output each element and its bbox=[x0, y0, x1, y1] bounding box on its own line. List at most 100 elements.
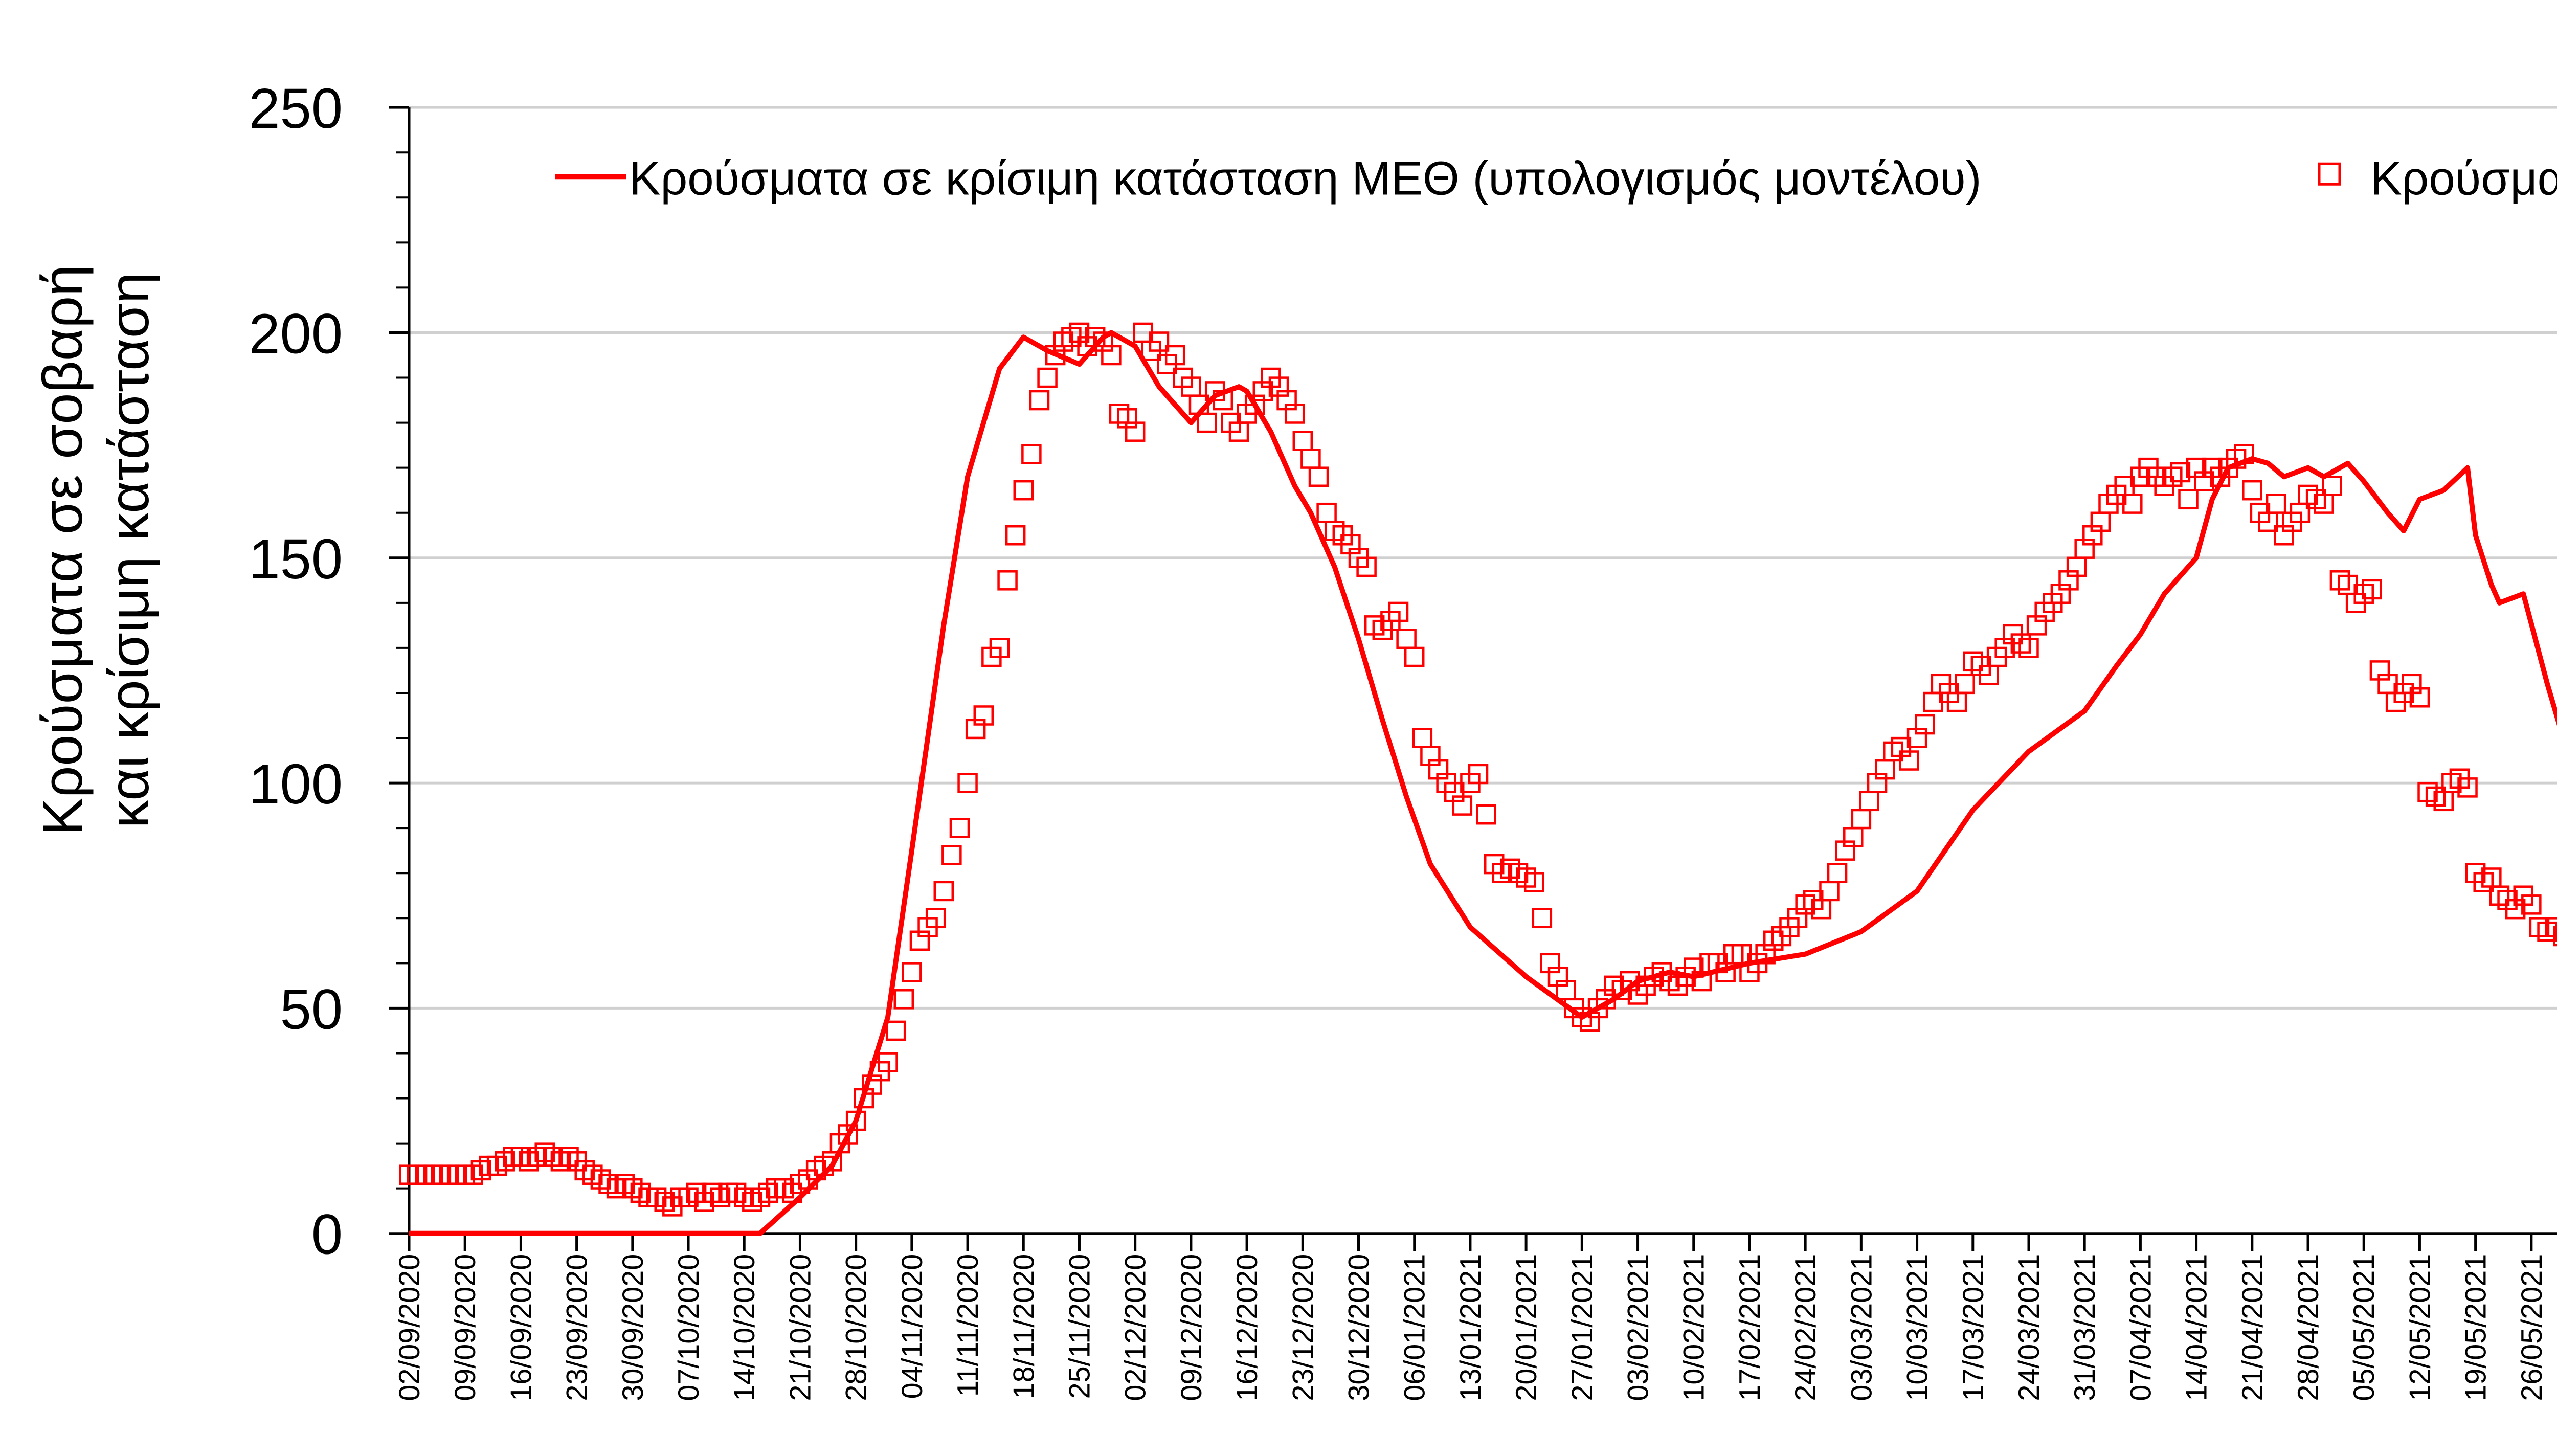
x-tick-label: 16/09/2020 bbox=[505, 1254, 537, 1401]
observed-point-marker bbox=[925, 908, 946, 929]
observed-point-marker bbox=[2018, 638, 2039, 658]
observed-point-marker bbox=[1037, 367, 1058, 388]
x-tick-label: 30/12/2020 bbox=[1343, 1254, 1376, 1401]
observed-point-marker bbox=[1388, 601, 1409, 622]
x-tick-label: 26/05/2021 bbox=[2516, 1254, 2548, 1401]
x-tick-label: 04/11/2020 bbox=[896, 1254, 929, 1399]
observed-point-marker bbox=[1197, 412, 1217, 433]
observed-point-marker bbox=[1101, 345, 1122, 366]
observed-point-marker bbox=[1029, 390, 1050, 411]
x-tick-label: 03/02/2021 bbox=[1622, 1254, 1655, 1401]
x-tick-label: 20/01/2021 bbox=[1510, 1254, 1543, 1401]
observed-point-marker bbox=[1899, 750, 1919, 771]
observed-point-marker bbox=[957, 773, 978, 793]
x-tick-label: 23/12/2020 bbox=[1287, 1254, 1319, 1401]
x-tick-label: 06/01/2021 bbox=[1399, 1254, 1431, 1401]
observed-point-marker bbox=[1404, 646, 1425, 667]
x-tick-label: 31/03/2021 bbox=[2069, 1254, 2101, 1401]
y-tick-label: 100 bbox=[249, 753, 343, 816]
observed-point-marker bbox=[1164, 345, 1185, 366]
observed-point-marker bbox=[933, 881, 954, 902]
x-tick-label: 17/03/2021 bbox=[1957, 1254, 1990, 1401]
y-tick-label: 200 bbox=[249, 302, 343, 365]
observed-point-marker bbox=[902, 962, 922, 982]
y-tick-label: 0 bbox=[311, 1203, 343, 1266]
model-line bbox=[409, 330, 2557, 1236]
observed-point-marker bbox=[973, 705, 994, 726]
observed-point-marker bbox=[845, 1110, 866, 1131]
legend: Κρούσματα σε κρίσιμη κατάσταση ΜΕΘ (υπολ… bbox=[555, 151, 2557, 205]
x-tick-label: 05/05/2021 bbox=[2348, 1254, 2381, 1401]
x-tick-label: 07/10/2020 bbox=[672, 1254, 705, 1401]
x-tick-label: 12/05/2021 bbox=[2404, 1254, 2436, 1401]
observed-point-marker bbox=[2457, 777, 2478, 798]
x-tick-label: 27/01/2021 bbox=[1566, 1254, 1599, 1401]
observed-point-marker bbox=[1396, 629, 1417, 649]
observed-point-marker bbox=[1125, 421, 1146, 442]
observed-point-marker bbox=[1412, 728, 1433, 748]
y-tick-label: 150 bbox=[249, 528, 343, 591]
y-axis-title-line1: Κρούσματα σε σοβαρή bbox=[31, 265, 94, 836]
gridlines bbox=[409, 106, 2557, 1010]
legend-item-model: Κρούσματα σε κρίσιμη κατάσταση ΜΕΘ (υπολ… bbox=[555, 151, 1982, 205]
y-axis-title-line2: και κρίσιμη κατάσταση bbox=[98, 272, 161, 828]
x-tick-label: 18/11/2020 bbox=[1007, 1254, 1040, 1399]
observed-point-marker bbox=[1005, 525, 1026, 546]
observed-point-marker bbox=[885, 1020, 906, 1041]
legend-item-observed: Κρούσματα σε κρίσιμη κατάσταση ΜΕΘ (επιβ… bbox=[2318, 151, 2557, 205]
observed-point-marker bbox=[941, 845, 962, 865]
x-tick-label: 17/02/2021 bbox=[1734, 1254, 1766, 1401]
observed-point-marker bbox=[1915, 714, 1935, 735]
observed-point-marker bbox=[1532, 908, 1553, 929]
x-tick-label: 10/03/2021 bbox=[1901, 1254, 1934, 1401]
observed-point-marker bbox=[2122, 494, 2143, 514]
observed-point-marker bbox=[2362, 579, 2382, 600]
y-tick-label: 50 bbox=[280, 978, 343, 1041]
observed-point-marker bbox=[878, 1052, 898, 1072]
legend-label-model: Κρούσματα σε κρίσιμη κατάσταση ΜΕΘ (υπολ… bbox=[629, 151, 1982, 205]
x-tick-label: 13/01/2021 bbox=[1454, 1254, 1487, 1401]
observed-point-marker bbox=[893, 989, 914, 1010]
observed-point-marker bbox=[949, 818, 970, 838]
x-axis: 02/09/2020 09/09/2020 16/09/2020 23/09/2020… bbox=[393, 1232, 2557, 1401]
observed-point-marker bbox=[2553, 926, 2557, 947]
legend-label-observed: Κρούσματα σε κρίσιμη κατάσταση ΜΕΘ (επιβ… bbox=[2370, 151, 2557, 205]
x-tick-label: 02/09/2020 bbox=[393, 1254, 426, 1401]
x-tick-label: 02/12/2020 bbox=[1119, 1254, 1152, 1401]
observed-point-marker bbox=[2178, 489, 2199, 510]
observed-point-marker bbox=[1149, 331, 1170, 352]
x-tick-label: 28/10/2020 bbox=[840, 1254, 873, 1401]
observed-point-marker bbox=[1284, 404, 1305, 424]
x-tick-label: 24/03/2021 bbox=[2013, 1254, 2046, 1401]
observed-point-marker bbox=[1292, 431, 1313, 451]
observed-point-marker bbox=[1827, 863, 1848, 883]
observed-point-marker bbox=[1476, 804, 1496, 825]
x-tick-label: 10/02/2021 bbox=[1678, 1254, 1711, 1401]
observed-point-marker bbox=[997, 570, 1018, 591]
observed-point-marker bbox=[2170, 462, 2191, 483]
model-series-line bbox=[409, 330, 2557, 1236]
observed-point-marker bbox=[1021, 444, 1042, 464]
observed-point-marker bbox=[1468, 764, 1489, 785]
x-tick-label: 16/12/2020 bbox=[1231, 1254, 1264, 1401]
observed-point-marker bbox=[2242, 480, 2262, 501]
observed-point-marker bbox=[2266, 494, 2286, 514]
observed-point-marker bbox=[1851, 809, 1872, 830]
observed-point-marker bbox=[2521, 894, 2542, 915]
x-tick-label: 14/10/2020 bbox=[728, 1254, 761, 1401]
y-axis: 0 50 100 150 200 250 bbox=[249, 77, 411, 1266]
x-tick-label: 21/10/2020 bbox=[784, 1254, 817, 1401]
x-tick-label: 19/05/2021 bbox=[2460, 1254, 2493, 1401]
observed-point-marker bbox=[1013, 480, 1034, 501]
observed-point-marker bbox=[1300, 449, 1321, 469]
observed-series-markers bbox=[399, 322, 2557, 1217]
x-tick-label: 09/12/2020 bbox=[1175, 1254, 1208, 1401]
observed-point-marker bbox=[1452, 795, 1473, 816]
observed-point-marker bbox=[1356, 556, 1377, 577]
x-tick-label: 28/04/2021 bbox=[2292, 1254, 2325, 1401]
x-tick-label: 30/09/2020 bbox=[617, 1254, 649, 1401]
y-axis-title: Κρούσματα σε σοβαρή και κρίσιμη κατάστασ… bbox=[31, 265, 161, 836]
x-tick-label: 24/02/2021 bbox=[1789, 1254, 1822, 1401]
